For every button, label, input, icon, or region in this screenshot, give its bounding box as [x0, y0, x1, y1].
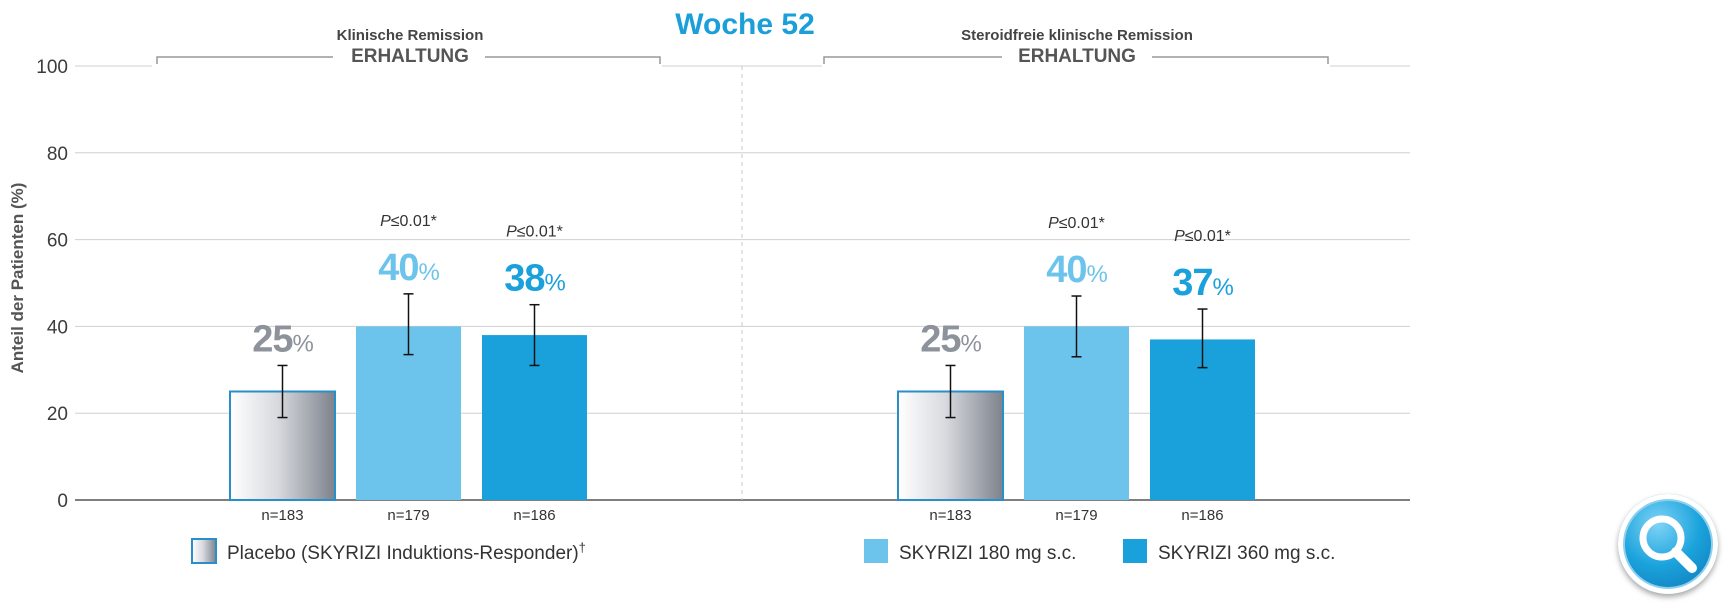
legend-label: SKYRIZI 360 mg s.c. — [1158, 543, 1335, 564]
n-label: n=183 — [929, 507, 971, 524]
data-label: 25% — [252, 318, 313, 360]
y-tick-label: 40 — [47, 317, 68, 338]
n-label: n=179 — [387, 507, 429, 524]
zoom-button[interactable] — [1618, 494, 1718, 594]
panel-subtitle: Klinische Remission — [337, 27, 484, 44]
n-label: n=183 — [261, 507, 303, 524]
p-value-label: P≤0.01* — [380, 213, 437, 230]
panel-bracket — [1152, 56, 1329, 64]
n-label: n=179 — [1055, 507, 1097, 524]
y-tick-label: 80 — [47, 144, 68, 165]
p-value-label: P≤0.01* — [506, 224, 563, 241]
legend-label: Placebo (SKYRIZI Induktions-Responder)† — [227, 540, 586, 564]
y-tick-label: 60 — [47, 231, 68, 252]
p-value-label: P≤0.01* — [1174, 228, 1231, 245]
data-label: 40% — [378, 247, 439, 289]
legend-swatch-skyrizi360 — [1123, 539, 1147, 563]
panel-heading: ERHALTUNG — [1018, 46, 1136, 67]
y-tick-label: 20 — [47, 404, 68, 425]
data-label: 37% — [1172, 262, 1233, 304]
y-axis-label: Anteil der Patienten (%) — [8, 183, 27, 374]
panel-bracket — [156, 56, 333, 64]
p-value-label: P≤0.01* — [1048, 215, 1105, 232]
panel-heading: ERHALTUNG — [351, 46, 469, 67]
chart-title: Woche 52 — [675, 8, 815, 41]
y-tick-label: 100 — [36, 57, 68, 78]
magnifier-icon — [1639, 515, 1697, 573]
legend-swatch-skyrizi180 — [864, 539, 888, 563]
data-label: 40% — [1046, 249, 1107, 291]
data-label: 25% — [920, 318, 981, 360]
legend-label: SKYRIZI 180 mg s.c. — [899, 543, 1076, 564]
y-tick-label: 0 — [57, 491, 68, 512]
legend-swatch-placebo — [191, 538, 217, 564]
n-label: n=186 — [513, 507, 555, 524]
data-label: 38% — [504, 258, 565, 300]
panel-subtitle: Steroidfreie klinische Remission — [961, 27, 1193, 44]
panel-bracket — [485, 56, 661, 64]
panel-bracket — [823, 56, 1002, 64]
n-label: n=186 — [1181, 507, 1223, 524]
